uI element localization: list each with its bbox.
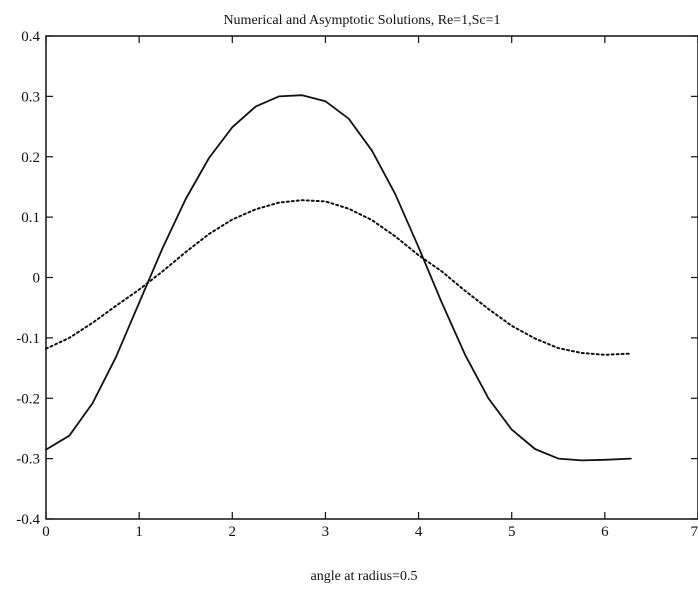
x-axis-ticks: 0 1 2 3 4 5 6 7 (42, 36, 698, 540)
y-tick-label: 0.4 (21, 29, 40, 45)
y-tick-label: -0.4 (16, 512, 40, 528)
x-tick-label: 5 (508, 524, 516, 540)
y-tick-label: -0.1 (16, 331, 40, 347)
series-line-solid (45, 94, 632, 462)
y-tick-label: -0.3 (16, 452, 40, 468)
x-tick-label: 3 (322, 524, 330, 540)
y-tick-label: 0.3 (21, 89, 40, 105)
x-tick-label: 6 (601, 524, 609, 540)
x-tick-label: 1 (135, 524, 143, 540)
y-tick-label: 0.2 (21, 150, 40, 166)
x-tick-label: 4 (415, 524, 423, 540)
y-axis-ticks: 0.4 0.3 0.2 0.1 0 -0.1 -0.2 -0.3 -0.4 (16, 29, 698, 528)
x-tick-label: 0 (42, 524, 50, 540)
x-tick-label: 2 (229, 524, 237, 540)
series-line-dotted (45, 199, 632, 356)
y-tick-label: 0.1 (21, 210, 40, 226)
chart-title: Numerical and Asymptotic Solutions, Re=1… (223, 13, 500, 28)
x-tick-label: 7 (691, 524, 698, 540)
x-axis-label: angle at radius=0.5 (310, 569, 417, 584)
y-tick-label: 0 (33, 271, 41, 287)
y-tick-label: -0.2 (16, 391, 40, 407)
series-layer (45, 94, 632, 462)
plot-frame (45, 35, 698, 520)
